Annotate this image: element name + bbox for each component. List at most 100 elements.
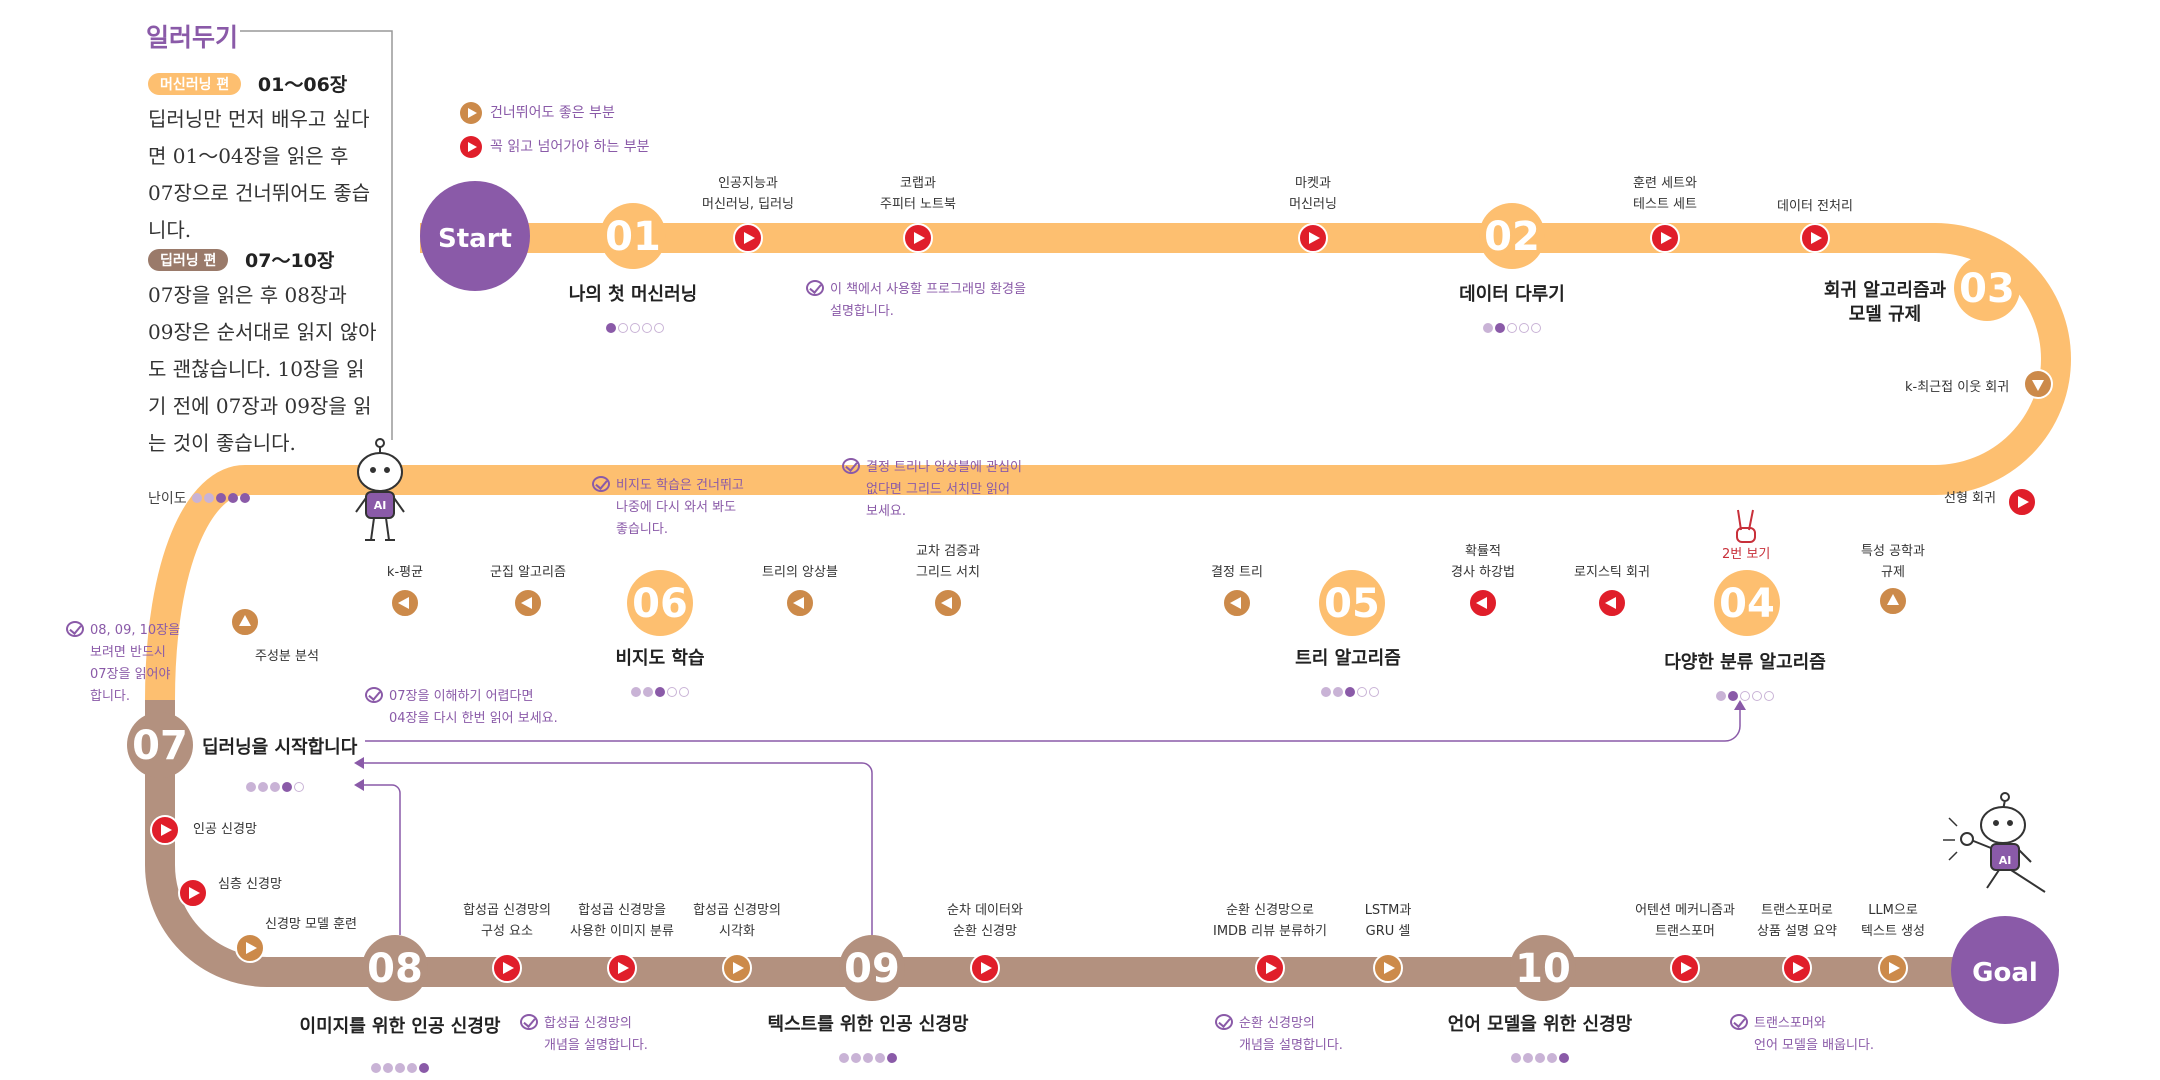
must-read-marker-icon xyxy=(607,953,637,983)
mascot-robot-right-icon xyxy=(1943,792,2046,893)
difficulty-dot xyxy=(371,1063,381,1073)
chapter-02-circle xyxy=(1479,203,1545,269)
topic-label: 합성곱 신경망을 사용한 이미지 분류 xyxy=(570,903,674,939)
difficulty-legend: 난이도 xyxy=(148,488,251,508)
chapter-03-circle xyxy=(1954,255,2020,321)
difficulty-dot xyxy=(1531,323,1541,333)
difficulty-dot xyxy=(1511,1053,1521,1063)
dl-section-row: 딥러닝 편 07～10장 xyxy=(148,246,334,273)
check-icon xyxy=(806,280,824,296)
topic-label: k-평균 xyxy=(386,565,424,580)
difficulty-dot xyxy=(654,323,664,333)
must-read-marker-icon xyxy=(1597,588,1627,618)
difficulty-dot xyxy=(1345,687,1355,697)
check-icon xyxy=(1215,1014,1233,1030)
chapter-08-title: 이미지를 위한 인공 신경망 xyxy=(299,1016,501,1037)
chapter-04-circle xyxy=(1714,570,1780,636)
topic-label: 군집 알고리즘 xyxy=(490,565,566,580)
arrow-head-07a xyxy=(354,757,364,769)
callout-note: 이 책에서 사용할 프로그래밍 환경을 설명합니다. xyxy=(806,279,1026,323)
check-icon xyxy=(365,687,383,703)
dl-track xyxy=(145,700,1990,987)
must-read-marker-icon xyxy=(903,223,933,253)
chapter-07-difficulty xyxy=(245,777,305,796)
callout-note: 합성곱 신경망의 개념을 설명합니다. xyxy=(520,1013,648,1057)
difficulty-dot xyxy=(1333,687,1343,697)
topic-label: 훈련 세트와 테스트 세트 xyxy=(1633,176,1697,212)
mascot-left-badge: AI xyxy=(374,499,387,512)
chapter-07-title: 딥러닝을 시작합니다 xyxy=(202,737,358,758)
mascot-robot-left-icon xyxy=(355,438,405,541)
chapter-01-title: 나의 첫 머신러닝 xyxy=(568,284,698,305)
difficulty-dot xyxy=(383,1063,393,1073)
must-read-marker-icon xyxy=(970,953,1000,983)
chapter-05-number: 05 xyxy=(1324,581,1380,627)
chapter-08-difficulty xyxy=(370,1058,430,1077)
difficulty-dot xyxy=(407,1063,417,1073)
difficulty-dot xyxy=(1740,691,1750,701)
topic-label: LSTM과 GRU 셀 xyxy=(1364,903,1412,939)
topic-label: LLM으로 텍스트 생성 xyxy=(1861,903,1925,939)
difficulty-dot xyxy=(240,493,251,503)
difficulty-dot xyxy=(642,323,652,333)
difficulty-dot xyxy=(655,687,665,697)
chapter-04-title: 다양한 분류 알고리즘 xyxy=(1664,652,1826,673)
chapter-03-number: 03 xyxy=(1959,266,2015,312)
chapter-06-difficulty xyxy=(630,682,690,701)
topic-label: 인공지능과 머신러닝, 딥러닝 xyxy=(702,176,794,212)
chapter-09-title: 텍스트를 위한 인공 신경망 xyxy=(767,1014,969,1035)
topic-label: 순환 신경망으로 IMDB 리뷰 분류하기 xyxy=(1212,903,1328,939)
legend-must-read: 꼭 읽고 넘어가야 하는 부분 xyxy=(460,136,649,158)
chapter-03-title: 회귀 알고리즘과 모델 규제 xyxy=(1823,280,1947,325)
skippable-marker-icon xyxy=(2023,369,2053,399)
callout-note: 비지도 학습은 건너뛰고 나중에 다시 와서 봐도 좋습니다. xyxy=(592,475,744,541)
skippable-marker-icon xyxy=(1373,953,1403,983)
chapter-09-difficulty xyxy=(838,1048,898,1067)
chapter-10-number: 10 xyxy=(1515,946,1571,992)
difficulty-label: 난이도 xyxy=(148,491,187,507)
topic-label: 트랜스포머로 상품 설명 요약 xyxy=(1756,903,1838,939)
legend-must-read-text: 꼭 읽고 넘어가야 하는 부분 xyxy=(490,139,650,155)
must-read-marker-icon xyxy=(1782,953,1812,983)
topic-label: 특성 공학과 규제 xyxy=(1861,544,1925,580)
topic-label: 로지스틱 회귀 xyxy=(1574,565,1650,580)
chapter-04-number: 04 xyxy=(1719,581,1775,627)
difficulty-dot xyxy=(204,493,215,503)
must-read-marker-icon xyxy=(1800,223,1830,253)
difficulty-dot xyxy=(1369,687,1379,697)
dl-range: 07～10장 xyxy=(245,250,335,272)
callout-note: 07장을 이해하기 어렵다면 04장을 다시 한번 읽어 보세요. xyxy=(365,686,558,730)
skippable-marker-icon xyxy=(933,588,963,618)
difficulty-dot xyxy=(228,493,239,503)
difficulty-dot xyxy=(1752,691,1762,701)
skippable-marker-icon xyxy=(390,588,420,618)
topic-label: 결정 트리 xyxy=(1211,565,1263,580)
notes-connector-line xyxy=(240,30,393,440)
must-read-marker-icon xyxy=(733,223,763,253)
callout-text: 트랜스포머와 언어 모델을 배웁니다. xyxy=(1754,1016,1875,1053)
difficulty-dot xyxy=(1559,1053,1569,1063)
topic-label: 교차 검증과 그리드 서치 xyxy=(916,544,980,580)
chapter-08-circle xyxy=(362,935,428,1001)
ml-track xyxy=(145,223,2071,701)
must-read-marker-icon xyxy=(1468,588,1498,618)
difficulty-dot xyxy=(216,493,227,503)
difficulty-dot xyxy=(1507,323,1517,333)
chapter-01-difficulty xyxy=(605,318,665,337)
skippable-marker-icon xyxy=(513,588,543,618)
topic-label: k-최근접 이웃 회귀 xyxy=(1905,380,2010,395)
difficulty-dot xyxy=(630,323,640,333)
play-must-read-icon xyxy=(460,136,482,158)
topic-label: 어텐션 메커니즘과 트랜스포머 xyxy=(1635,903,1735,939)
difficulty-dot xyxy=(851,1053,861,1063)
chapter-04-difficulty xyxy=(1715,686,1775,705)
chapter-08-number: 08 xyxy=(367,946,423,992)
skippable-marker-icon xyxy=(1878,586,1908,616)
difficulty-dot xyxy=(1357,687,1367,697)
must-read-marker-icon xyxy=(1650,223,1680,253)
check-icon xyxy=(1730,1014,1748,1030)
arrow-head-04 xyxy=(1734,700,1746,710)
difficulty-dot xyxy=(1728,691,1738,701)
ml-tag: 머신러닝 편 xyxy=(148,72,242,95)
